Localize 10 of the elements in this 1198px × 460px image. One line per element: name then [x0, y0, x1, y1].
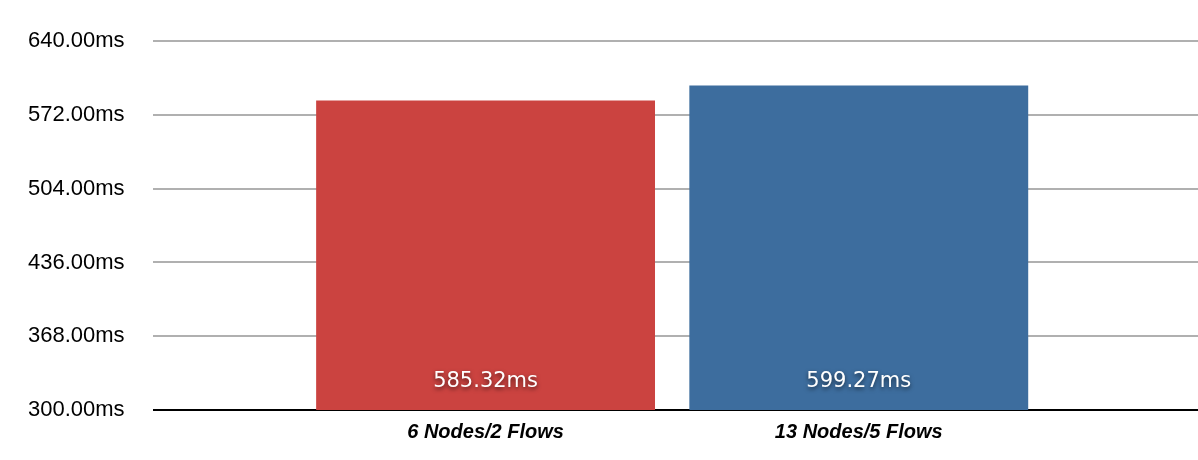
y-tick-label: 640.00ms	[27, 27, 125, 53]
data-label: 585.32ms	[433, 368, 539, 393]
y-tick-label: 368.00ms	[27, 322, 125, 348]
y-tick-label: 504.00ms	[27, 174, 125, 200]
y-tick-label: 436.00ms	[27, 248, 125, 274]
x-tick-label: 13 Nodes/5 Flows	[774, 419, 943, 442]
data-label: 599.27ms	[806, 368, 912, 393]
y-tick-label: 572.00ms	[27, 101, 125, 127]
x-tick-label: 6 Nodes/2 Flows	[407, 419, 564, 442]
y-tick-label: 300.00ms	[27, 396, 125, 422]
